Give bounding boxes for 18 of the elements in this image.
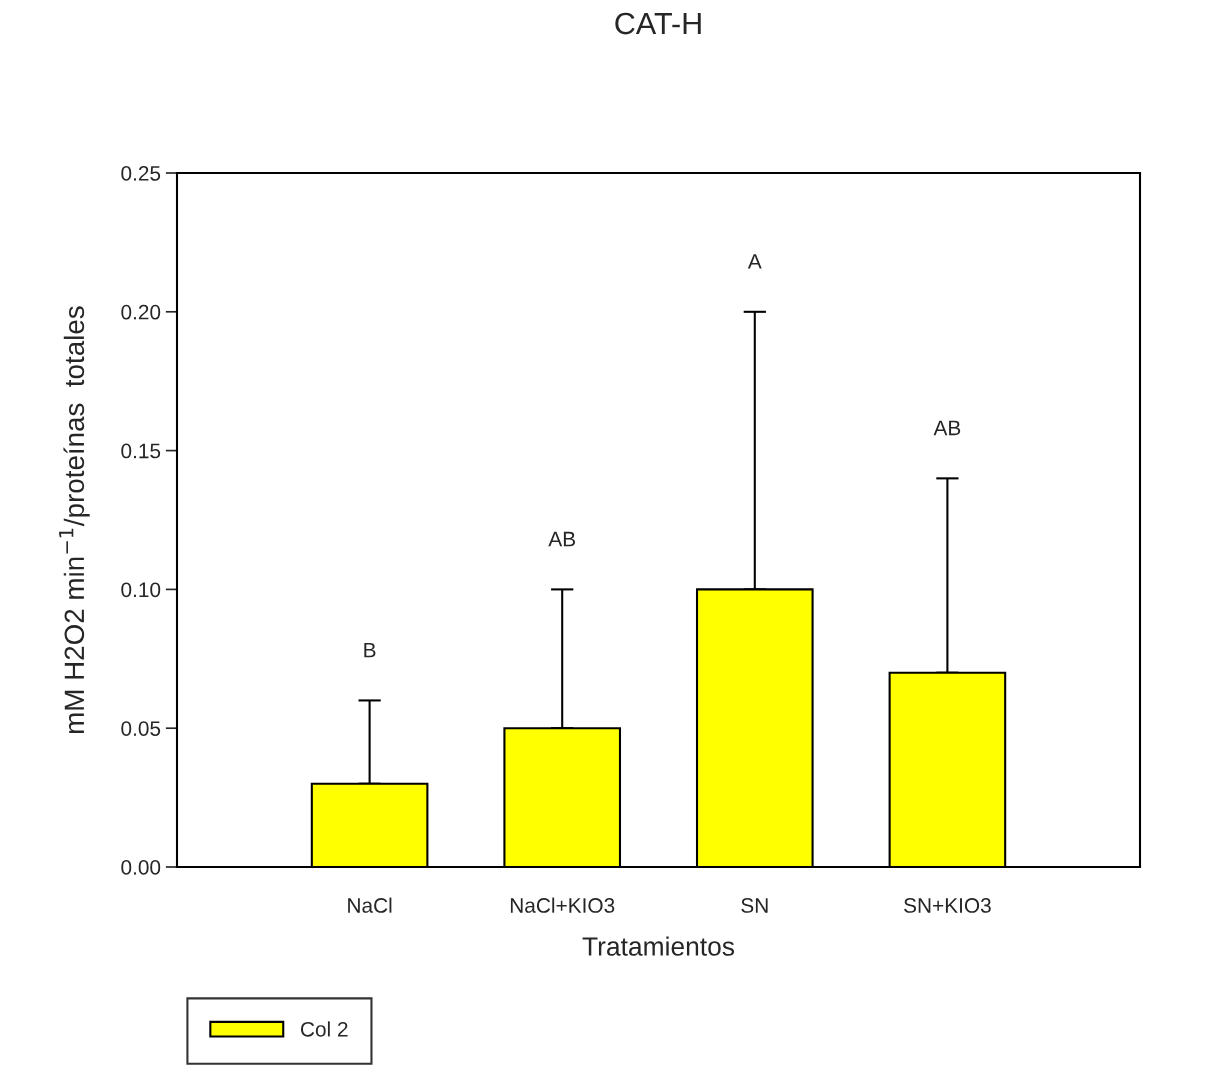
y-tick-label: 0.10	[121, 582, 161, 598]
x-tick-label: SN+KIO3	[904, 898, 991, 913]
x-tick-label: SN	[741, 898, 768, 913]
annotation: A	[747, 254, 762, 269]
y-tick-label: 0.00	[121, 860, 161, 875]
annotation: AB	[548, 531, 575, 547]
annotation: AB	[933, 420, 961, 436]
y-tick-label: 0.05	[121, 721, 161, 736]
x-tick-label: NaCl	[348, 897, 392, 913]
y-axis-title: mM H2O2 min$^{−1}$/proteínas totales	[59, 306, 90, 734]
y-tick-label: 0.20	[121, 304, 161, 320]
x-axis-title: Tratamientos	[582, 936, 735, 956]
chart-title: CAT-H	[615, 12, 701, 35]
y-tick-label: 0.25	[121, 166, 161, 181]
x-tick-label: NaCl+KIO3	[510, 897, 615, 913]
annotation: B	[364, 642, 376, 658]
legend-label: Col 2	[300, 1021, 348, 1037]
y-tick-label: 0.15	[121, 443, 161, 459]
